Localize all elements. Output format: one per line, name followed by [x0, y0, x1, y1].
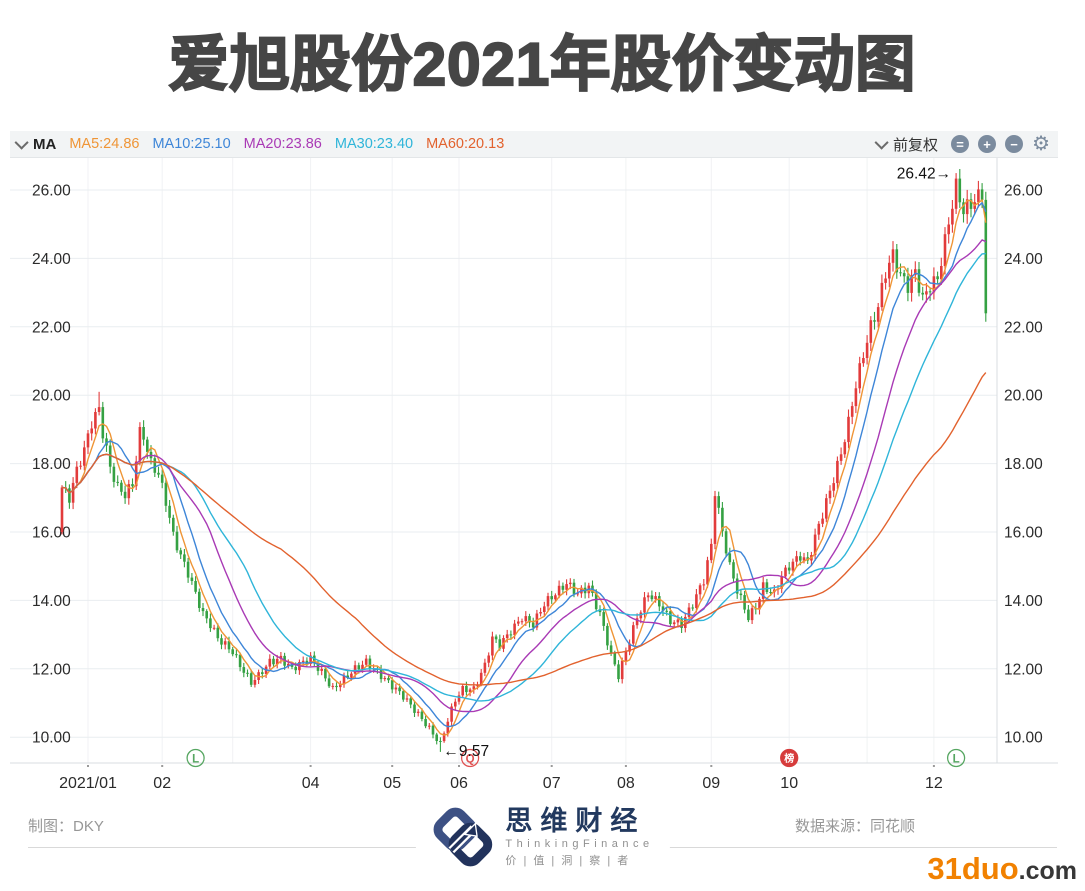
svg-text:07: 07 [543, 775, 561, 792]
svg-text:10.00: 10.00 [1004, 730, 1043, 747]
thinking-finance-logo-icon [433, 807, 492, 867]
svg-text:10.00: 10.00 [32, 730, 71, 747]
page-title: 爱旭股份2021年股价变动图 [168, 30, 917, 99]
svg-text:12.00: 12.00 [1004, 661, 1043, 678]
svg-text:22.00: 22.00 [32, 319, 71, 336]
legend-ma60: MA60:20.13 [426, 136, 505, 152]
zoom-reset-icon[interactable]: = [951, 135, 970, 153]
chart-toolbar: MA MA5:24.86 MA10:25.10 MA20:23.86 MA30:… [10, 131, 1058, 158]
site-watermark: 31duo.com [927, 851, 1077, 887]
legend-ma30: MA30:23.40 [334, 136, 414, 152]
price-chart[interactable]: 26.00 26.00 24.00 24.00 22.00 22.00 20.00 20.00… [10, 158, 1058, 803]
svg-text:20.00: 20.00 [32, 388, 71, 405]
svg-text:L: L [953, 754, 960, 766]
svg-text:14.00: 14.00 [32, 593, 71, 610]
svg-text:榜: 榜 [784, 752, 794, 765]
data-source: 数据来源：同花顺 [795, 818, 916, 835]
adjust-mode-label: 前复权 [893, 136, 939, 154]
settings-gear-icon[interactable]: ⚙ [1032, 133, 1050, 155]
ma-dropdown-label: MA [33, 135, 57, 153]
svg-text:Q: Q [466, 754, 475, 766]
svg-text:16.00: 16.00 [32, 525, 71, 542]
legend-ma10: MA10:25.10 [152, 136, 231, 152]
svg-text:08: 08 [617, 775, 635, 792]
ma-dropdown[interactable]: MA [14, 135, 57, 153]
svg-text:18.00: 18.00 [1004, 456, 1043, 473]
svg-text:24.00: 24.00 [32, 251, 71, 268]
watermark-dark: .com [1018, 857, 1077, 885]
zoom-out-icon[interactable]: − [1005, 135, 1024, 153]
svg-text:12.00: 12.00 [32, 661, 71, 678]
svg-text:←9.57: ←9.57 [443, 743, 489, 760]
svg-text:22.00: 22.00 [1004, 319, 1043, 336]
legend-ma5: MA5:24.86 [69, 136, 140, 152]
svg-text:2021/01: 2021/01 [59, 775, 117, 792]
zoom-in-icon[interactable]: + [978, 135, 997, 153]
brand-name: 思维财经 [505, 806, 646, 836]
svg-text:26.00: 26.00 [32, 183, 71, 200]
svg-text:24.00: 24.00 [1004, 251, 1043, 268]
svg-text:06: 06 [450, 775, 468, 792]
svg-text:14.00: 14.00 [1004, 593, 1043, 610]
watermark-orange: 31duo [927, 851, 1019, 886]
svg-text:16.00: 16.00 [1004, 525, 1043, 542]
chart-credit: 制图：DKY [28, 818, 104, 835]
svg-text:02: 02 [153, 775, 171, 792]
ma-legend: MA MA5:24.86 MA10:25.10 MA20:23.86 MA30:… [14, 135, 878, 153]
svg-text:05: 05 [383, 775, 401, 792]
svg-text:26.42→: 26.42→ [897, 166, 951, 183]
stock-chart-widget: MA MA5:24.86 MA10:25.10 MA20:23.86 MA30:… [10, 131, 1058, 803]
svg-text:10: 10 [780, 775, 798, 792]
svg-text:L: L [192, 754, 199, 766]
brand-logo: 思维财经 ThinkingFinance 价 | 值 | 洞 | 察 | 者 [415, 806, 670, 869]
svg-text:26.00: 26.00 [1004, 183, 1043, 200]
svg-text:20.00: 20.00 [1004, 388, 1043, 405]
brand-name-en: ThinkingFinance [505, 838, 654, 851]
svg-text:09: 09 [702, 775, 720, 792]
svg-text:12: 12 [925, 775, 943, 792]
svg-text:04: 04 [302, 775, 320, 792]
brand-tagline: 价 | 值 | 洞 | 察 | 者 [505, 855, 631, 868]
chevron-down-icon [14, 135, 29, 150]
svg-text:18.00: 18.00 [32, 456, 71, 473]
legend-ma20: MA20:23.86 [243, 136, 322, 152]
adjust-mode-dropdown[interactable]: 前复权 [874, 134, 939, 155]
toolbar-controls: 前复权 = + − ⚙ [874, 133, 1050, 155]
